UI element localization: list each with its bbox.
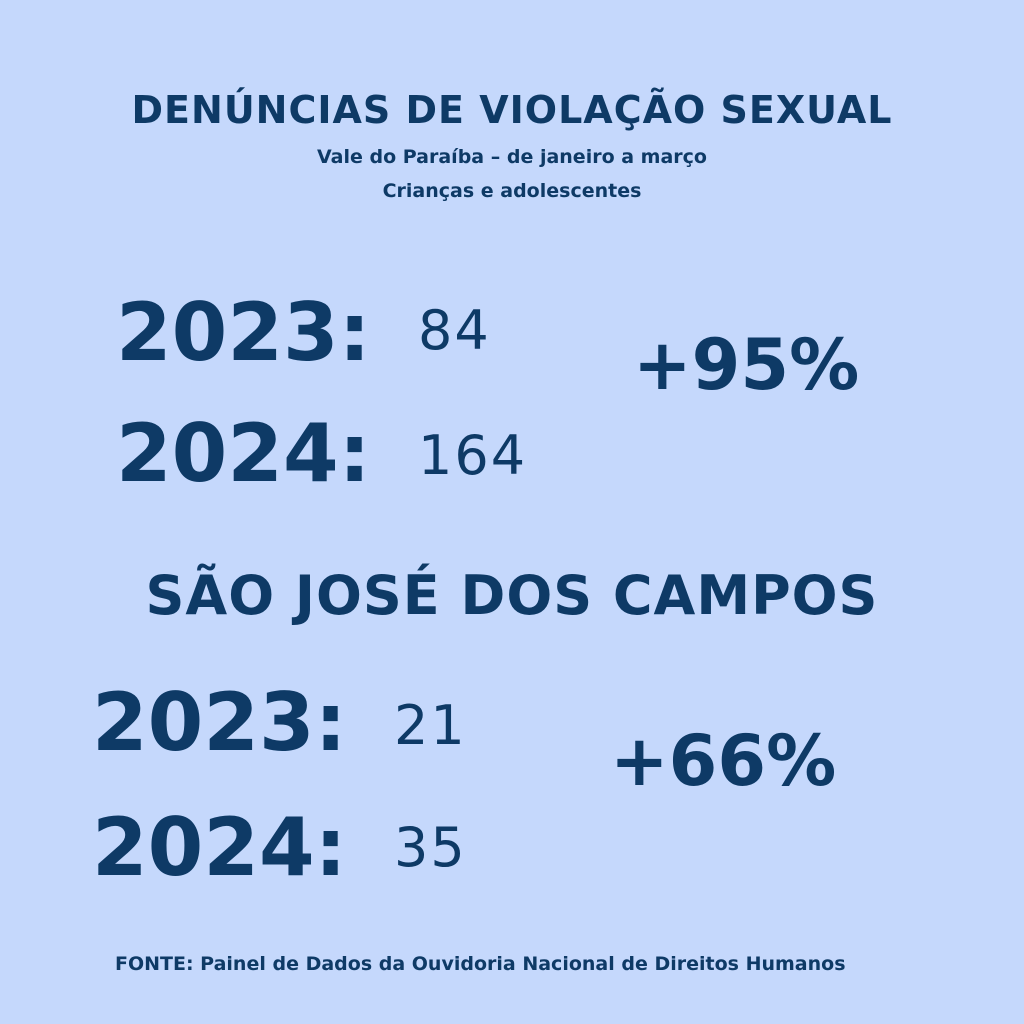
count: 35 bbox=[394, 816, 467, 879]
title: DENÚNCIAS DE VIOLAÇÃO SEXUAL bbox=[131, 88, 893, 132]
change: +95% bbox=[633, 324, 860, 406]
section-heading: SÃO JOSÉ DOS CAMPOS bbox=[145, 564, 879, 627]
year-label: 2024: bbox=[92, 801, 347, 894]
count: 21 bbox=[394, 694, 467, 757]
source: FONTE: Painel de Dados da Ouvidoria Naci… bbox=[115, 953, 846, 975]
subtitle: Vale do Paraíba – de janeiro a março bbox=[316, 146, 707, 168]
year-label: 2023: bbox=[116, 286, 371, 379]
subtitle: Crianças e adolescentes bbox=[382, 180, 642, 202]
year-label: 2023: bbox=[92, 676, 347, 769]
count: 84 bbox=[418, 299, 491, 362]
year-label: 2024: bbox=[116, 407, 371, 500]
change: +66% bbox=[610, 720, 837, 802]
count: 164 bbox=[418, 424, 528, 487]
